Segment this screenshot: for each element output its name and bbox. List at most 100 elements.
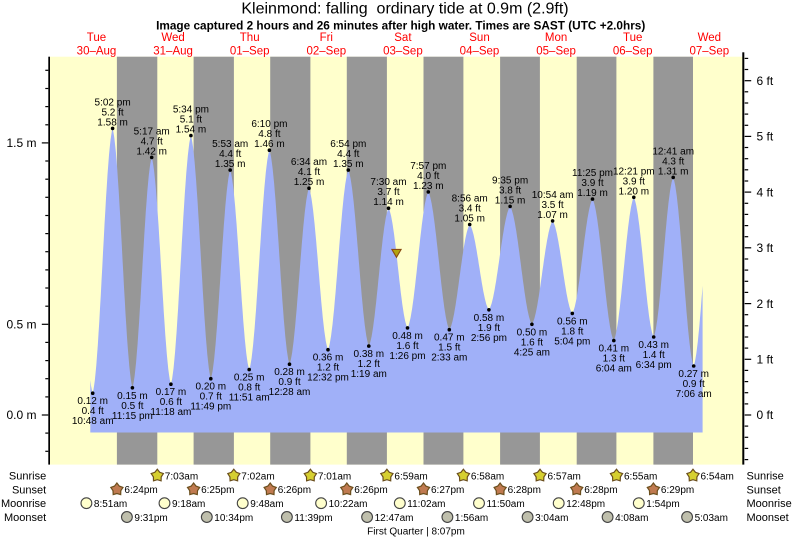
svg-text:3.9 ft: 3.9 ft [623,176,645,187]
svg-text:1.14 m: 1.14 m [373,197,404,208]
svg-text:1.20 m: 1.20 m [619,186,650,197]
svg-text:0.17 m: 0.17 m [156,387,187,398]
svg-text:0.7 ft: 0.7 ft [200,392,222,403]
svg-text:0.9 ft: 0.9 ft [278,377,300,388]
svg-text:0.9 ft: 0.9 ft [683,379,705,390]
svg-text:0.47 m: 0.47 m [434,333,465,344]
svg-text:0.8 ft: 0.8 ft [238,383,260,394]
svg-text:1.9 ft: 1.9 ft [478,323,500,334]
svg-text:9:31pm: 9:31pm [134,513,167,524]
svg-text:5 ft: 5 ft [757,130,774,144]
svg-text:6:58am: 6:58am [471,471,504,482]
svg-text:Sun: Sun [469,32,489,44]
svg-text:11:18 am: 11:18 am [150,407,191,418]
svg-text:Moonrise: Moonrise [747,498,792,510]
svg-text:2:33 am: 2:33 am [431,353,467,364]
svg-text:Tue: Tue [623,32,642,44]
svg-text:4.7 ft: 4.7 ft [141,136,163,147]
svg-text:04–Sep: 04–Sep [460,46,500,58]
svg-text:11:51 am: 11:51 am [229,393,270,404]
svg-text:1.5 ft: 1.5 ft [438,343,460,354]
svg-text:11:49 pm: 11:49 pm [190,402,231,413]
svg-text:0.12 m: 0.12 m [77,396,108,407]
svg-text:12:28 am: 12:28 am [269,387,311,398]
svg-text:9:35 pm: 9:35 pm [492,175,528,186]
svg-text:7:01am: 7:01am [318,471,351,482]
svg-text:1.31 m: 1.31 m [658,166,689,177]
svg-text:1.2 ft: 1.2 ft [358,359,380,370]
svg-text:12:32 pm: 12:32 pm [307,373,349,384]
svg-text:5:34 pm: 5:34 pm [173,105,209,116]
svg-text:0.27 m: 0.27 m [678,369,709,380]
svg-text:10:34pm: 10:34pm [214,513,253,524]
svg-text:2 ft: 2 ft [757,297,774,311]
svg-text:1.23 m: 1.23 m [413,181,444,192]
svg-text:0.20 m: 0.20 m [196,382,227,393]
svg-text:6:26pm: 6:26pm [278,485,311,496]
svg-text:Wed: Wed [161,32,184,44]
svg-text:3.4 ft: 3.4 ft [459,204,481,215]
svg-text:6:29pm: 6:29pm [661,485,694,496]
svg-text:6:10 pm: 6:10 pm [251,119,287,130]
svg-text:6:34 am: 6:34 am [291,157,327,168]
svg-text:5.1 ft: 5.1 ft [180,115,202,126]
svg-text:11:15 pm: 11:15 pm [112,411,153,422]
svg-text:4:08am: 4:08am [615,513,648,524]
svg-text:12:41 am: 12:41 am [652,146,694,157]
svg-text:6 ft: 6 ft [757,74,774,88]
svg-text:0.50 m: 0.50 m [517,327,548,338]
svg-text:10:22am: 10:22am [329,499,368,510]
svg-text:5:53 am: 5:53 am [212,139,248,150]
svg-text:6:57am: 6:57am [548,471,581,482]
svg-text:3 ft: 3 ft [757,241,774,255]
svg-text:Moonset: Moonset [4,512,46,524]
svg-text:1.4 ft: 1.4 ft [643,350,665,361]
svg-text:7:06 am: 7:06 am [676,389,712,400]
svg-text:3.8 ft: 3.8 ft [499,185,521,196]
svg-text:Mon: Mon [545,32,567,44]
svg-text:Moonset: Moonset [747,512,789,524]
svg-text:1.2 ft: 1.2 ft [317,363,339,374]
svg-text:0.4 ft: 0.4 ft [82,406,104,417]
svg-text:0.36 m: 0.36 m [313,353,344,364]
svg-text:Sunrise: Sunrise [747,471,784,483]
svg-text:4.4 ft: 4.4 ft [219,149,241,160]
svg-text:5:17 am: 5:17 am [134,126,170,137]
svg-text:8:51am: 8:51am [94,499,127,510]
svg-text:5:04 pm: 5:04 pm [554,336,590,347]
svg-text:1.5 m: 1.5 m [6,136,36,150]
svg-text:Wed: Wed [698,32,721,44]
svg-text:3.7 ft: 3.7 ft [377,187,399,198]
svg-text:Sat: Sat [394,32,412,44]
svg-text:1.35 m: 1.35 m [333,159,364,170]
svg-text:1:19 am: 1:19 am [351,369,387,380]
svg-text:05–Sep: 05–Sep [536,46,576,58]
svg-text:0.43 m: 0.43 m [638,340,669,351]
svg-text:12:21 pm: 12:21 pm [613,166,655,177]
svg-text:6:26pm: 6:26pm [354,485,387,496]
svg-text:6:28pm: 6:28pm [508,485,541,496]
svg-text:0.48 m: 0.48 m [392,331,423,342]
svg-text:3.9 ft: 3.9 ft [581,178,603,189]
svg-text:02–Sep: 02–Sep [306,46,346,58]
svg-text:1.6 ft: 1.6 ft [396,341,418,352]
svg-text:10:48 am: 10:48 am [72,416,114,427]
svg-text:11:50am: 11:50am [487,499,525,510]
svg-text:Sunrise: Sunrise [9,471,46,483]
svg-text:4.8 ft: 4.8 ft [258,129,280,140]
svg-text:03–Sep: 03–Sep [383,46,423,58]
svg-text:0.0 m: 0.0 m [6,408,36,422]
svg-text:6:24pm: 6:24pm [124,485,157,496]
svg-text:10:54 am: 10:54 am [532,190,574,201]
svg-text:12:47am: 12:47am [375,513,414,524]
svg-text:0.6 ft: 0.6 ft [160,397,182,408]
svg-text:5.2 ft: 5.2 ft [101,107,123,118]
svg-text:6:04 am: 6:04 am [596,364,632,375]
svg-text:01–Sep: 01–Sep [230,46,270,58]
svg-text:Image captured 2 hours and 26: Image captured 2 hours and 26 minutes af… [156,19,645,33]
svg-text:1.42 m: 1.42 m [136,146,167,157]
svg-text:1.07 m: 1.07 m [537,210,568,221]
svg-text:5:03am: 5:03am [695,513,728,524]
svg-text:6:54am: 6:54am [701,471,734,482]
svg-text:1.54 m: 1.54 m [176,125,207,136]
